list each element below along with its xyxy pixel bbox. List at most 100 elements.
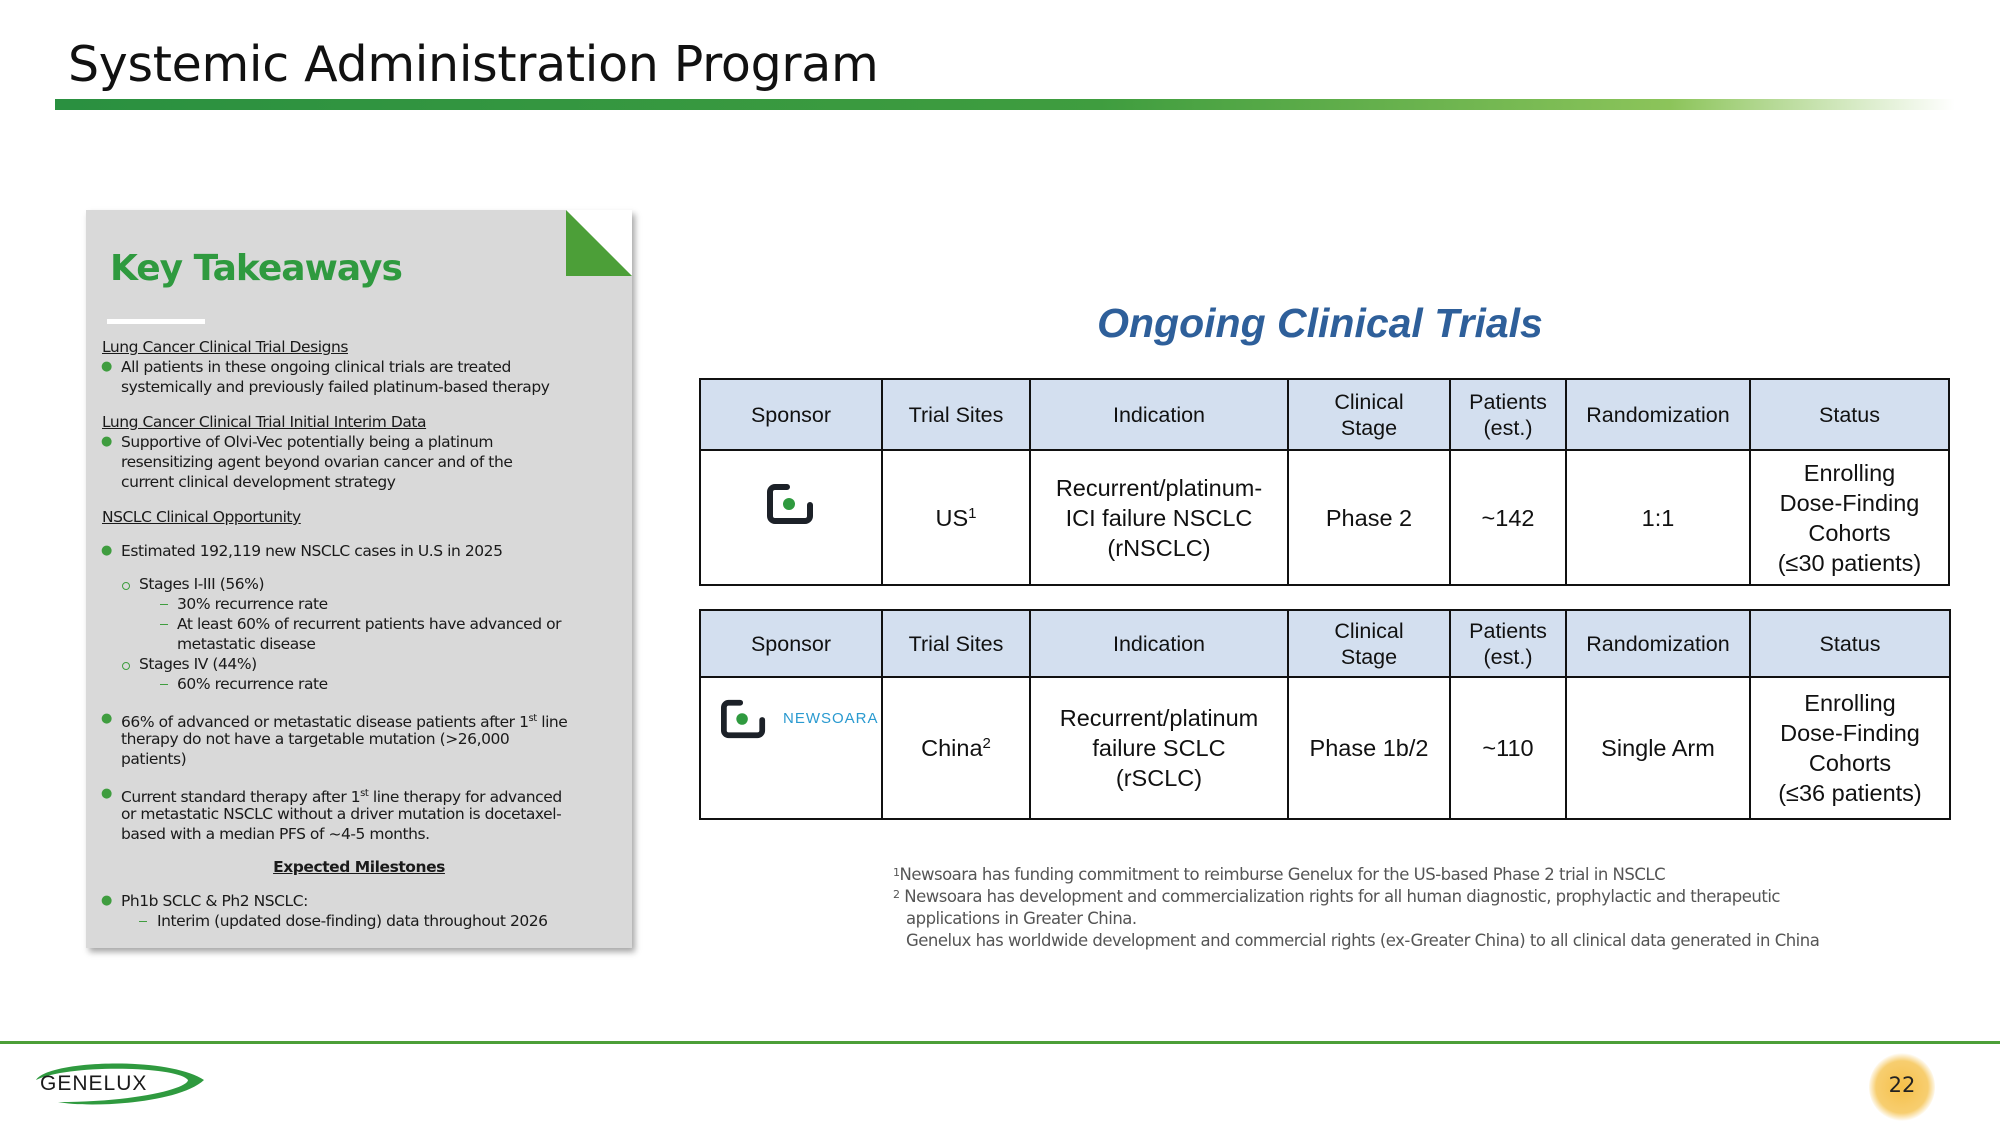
bullet-icon: ● xyxy=(101,543,113,558)
status-cell: Enrolling Dose-Finding Cohorts (≤36 patient… xyxy=(1749,676,1951,820)
bullet-text: All patients in these ongoing clinical t… xyxy=(121,358,511,376)
circle-bullet-icon xyxy=(122,582,130,590)
slide-title: Systemic Administration Program xyxy=(68,36,879,93)
genelux-logo: GENELUX xyxy=(28,1058,208,1106)
header-indication: Indication xyxy=(1029,378,1289,451)
line: (rNSCLC) xyxy=(1107,534,1211,561)
header-clinical-stage: Clinical Stage xyxy=(1287,609,1451,678)
line: Cohorts xyxy=(1808,750,1892,776)
header-status: Status xyxy=(1749,609,1951,678)
sub-sub-bullet-text: At least 60% of recurrent patients have … xyxy=(177,615,562,633)
section-heading: Lung Cancer Clinical Trial Designs xyxy=(102,338,348,356)
bullet-text: therapy do not have a targetable mutatio… xyxy=(121,730,510,748)
footer-divider xyxy=(0,1041,2000,1044)
bullet-text: 66% of advanced or metastatic disease pa… xyxy=(121,709,568,732)
footnote-2-cont: Genelux has worldwide development and co… xyxy=(893,930,1820,952)
line: Enrolling xyxy=(1803,459,1896,486)
heading-divider xyxy=(107,319,205,324)
header-randomization: Randomization xyxy=(1565,609,1751,678)
header-patients: Patients (est.) xyxy=(1449,378,1567,451)
footnote-ref: 1 xyxy=(968,504,977,522)
trial-sites-cell: US1 xyxy=(881,449,1031,586)
superscript: st xyxy=(360,788,369,799)
footnote-text: Newsoara has funding commitment to reimb… xyxy=(899,865,1666,884)
footnote-text: Genelux has worldwide development and co… xyxy=(906,931,1820,950)
key-takeaways-card xyxy=(86,210,632,948)
bullet-text: Current standard therapy after 1st line … xyxy=(121,784,562,807)
footnote-2-cont: applications in Greater China. xyxy=(893,908,1819,930)
footnote-mark: 1 xyxy=(893,866,900,879)
header-status: Status xyxy=(1749,378,1950,451)
title-underline-bar xyxy=(55,99,1955,110)
bullet-text: or metastatic NSCLC without a driver mut… xyxy=(121,805,562,823)
bullet-icon: ● xyxy=(101,786,113,801)
footnote-ref: 2 xyxy=(982,735,991,752)
milestones-heading: Expected Milestones xyxy=(273,858,445,876)
dash-bullet-icon xyxy=(139,921,147,923)
header-indication: Indication xyxy=(1029,609,1289,678)
trial-sites-cell: China2 xyxy=(881,676,1031,820)
footnote-mark: 2 xyxy=(893,888,900,901)
dash-bullet-icon xyxy=(160,624,168,626)
genelux-g-icon xyxy=(767,484,813,524)
line: Enrolling xyxy=(1804,690,1896,716)
bullet-text: systemically and previously failed plati… xyxy=(121,378,550,396)
section-heading: Lung Cancer Clinical Trial Initial Inter… xyxy=(102,413,427,431)
header-randomization: Randomization xyxy=(1565,378,1751,451)
bullet-text: resensitizing agent beyond ovarian cance… xyxy=(121,453,513,471)
text: line therapy for advanced xyxy=(368,788,562,807)
text: 66% of advanced or metastatic disease pa… xyxy=(121,713,529,732)
line: failure SCLC xyxy=(1092,735,1226,761)
line: (rSCLC) xyxy=(1115,765,1203,791)
footnote-text: Newsoara has development and commerciali… xyxy=(904,887,1780,906)
footnote-1: 1Newsoara has funding commitment to reim… xyxy=(893,864,1819,886)
header-trial-sites: Trial Sites xyxy=(881,609,1031,678)
line: Dose-Finding xyxy=(1779,489,1920,516)
header-trial-sites: Trial Sites xyxy=(881,378,1031,451)
newsoara-wordmark: NEWSOARA xyxy=(783,710,879,727)
logo-swoosh-icon xyxy=(36,1063,204,1105)
footnote-text: applications in Greater China. xyxy=(906,909,1137,928)
stage-cell: Phase 2 xyxy=(1287,449,1451,586)
circle-bullet-icon xyxy=(122,662,130,670)
dash-bullet-icon xyxy=(160,684,168,686)
newsoara-logo: NEWSOARA xyxy=(721,698,881,740)
sub-bullet-text: Interim (updated dose-finding) data thro… xyxy=(157,912,548,930)
sub-sub-bullet-text: metastatic disease xyxy=(177,635,316,653)
header-patients: Patients (est.) xyxy=(1449,609,1567,678)
bullet-text: current clinical development strategy xyxy=(121,473,396,491)
bullet-icon: ● xyxy=(101,711,113,726)
line: (≤36 patients) xyxy=(1778,780,1922,806)
sub-bullet-text: Stages IV (44%) xyxy=(139,655,257,673)
line: Recurrent/platinum xyxy=(1059,705,1259,731)
sub-sub-bullet-text: 60% recurrence rate xyxy=(177,675,328,693)
key-takeaways-heading: Key Takeaways xyxy=(110,248,403,289)
sub-bullet-text: Stages I-III (56%) xyxy=(139,575,265,593)
sites: US xyxy=(935,504,969,531)
line: (≤30 patients) xyxy=(1777,549,1922,576)
bullet-icon: ● xyxy=(101,359,113,374)
trial-table-1: Sponsor Trial Sites Indication Clinical … xyxy=(699,378,1950,586)
bullet-text: based with a median PFS of ~4-5 months. xyxy=(121,825,430,843)
patients-cell: ~142 xyxy=(1449,449,1567,586)
bullet-text: Supportive of Olvi-Vec potentially being… xyxy=(121,433,494,451)
status-cell: Enrolling Dose-Finding Cohorts (≤30 patient… xyxy=(1749,449,1950,586)
bullet-text: patients) xyxy=(121,750,187,768)
footnote-2: 2 Newsoara has development and commercia… xyxy=(893,886,1819,908)
bullet-text: Ph1b SCLC & Ph2 NSCLC: xyxy=(121,892,308,910)
indication-cell: Recurrent/platinum- ICI failure NSCLC (rNS… xyxy=(1029,449,1289,586)
bullet-text: Estimated 192,119 new NSCLC cases in U.S… xyxy=(121,542,503,560)
bullet-icon: ● xyxy=(101,893,113,908)
indication-cell: Recurrent/platinum failure SCLC (rSCLC) xyxy=(1029,676,1289,820)
header-sponsor: Sponsor xyxy=(699,378,883,451)
trials-heading: Ongoing Clinical Trials xyxy=(1097,300,1543,346)
line: ICI failure NSCLC xyxy=(1065,504,1253,531)
line: Recurrent/platinum- xyxy=(1055,474,1263,501)
line: Cohorts xyxy=(1808,519,1891,546)
dash-bullet-icon xyxy=(160,604,168,606)
randomization-cell: 1:1 xyxy=(1565,449,1751,586)
superscript: st xyxy=(528,713,538,724)
randomization-cell: Single Arm xyxy=(1565,676,1751,820)
section-heading: NSCLC Clinical Opportunity xyxy=(102,508,301,526)
trial-table-2: Sponsor Trial Sites Indication Clinical … xyxy=(699,609,1951,820)
